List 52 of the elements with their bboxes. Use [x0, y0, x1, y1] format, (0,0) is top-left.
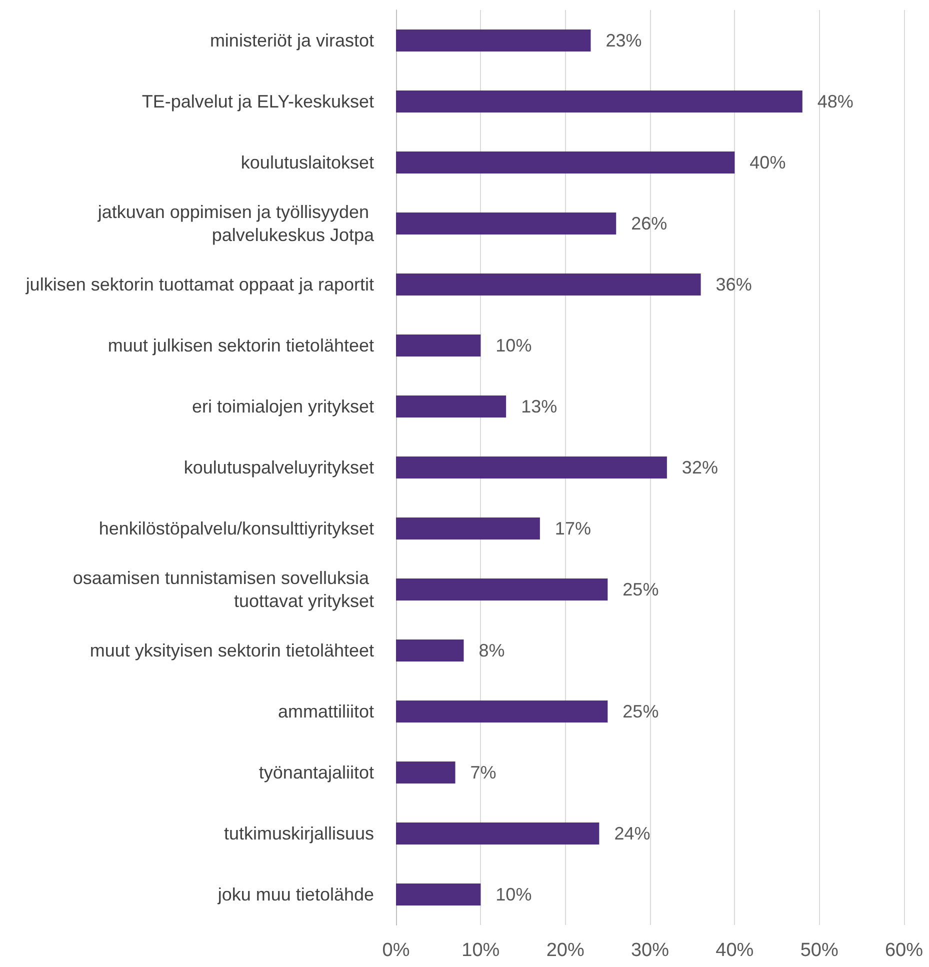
data-label: 36%	[716, 274, 752, 294]
data-label: 25%	[622, 580, 659, 600]
y-tick-label: TE-palvelut ja ELY-keskukset	[142, 92, 374, 112]
data-label: 13%	[521, 396, 558, 416]
x-tick-label: 60%	[884, 940, 924, 961]
data-label: 25%	[622, 702, 659, 722]
y-tick-label: henkilöstöpalvelu/konsulttiyritykset	[98, 518, 374, 538]
bar	[396, 212, 616, 234]
bar	[396, 456, 667, 478]
y-tick-label: koulutuspalveluyritykset	[184, 458, 374, 478]
bar	[396, 700, 608, 722]
x-tick-label: 30%	[630, 940, 670, 961]
data-label: 10%	[496, 336, 532, 356]
y-tick-label: julkisen sektorin tuottamat oppaat ja raportit	[24, 274, 374, 294]
y-tick-label: muut julkisen sektorin tietolähteet	[108, 336, 374, 356]
bar	[396, 822, 600, 844]
y-tick-label: joku muu tietolähde	[216, 884, 374, 904]
data-label: 23%	[606, 30, 642, 50]
y-tick-label: jatkuvan oppimisen ja työllisyyden palvelukeskus Jotpa	[96, 202, 375, 245]
x-tick-label: 10%	[462, 940, 500, 961]
y-tick-label: tutkimuskirjallisuus	[224, 824, 374, 844]
data-label: 26%	[631, 214, 668, 234]
bar	[396, 90, 802, 112]
bar	[396, 884, 481, 906]
data-label: 40%	[750, 152, 786, 172]
x-tick-label: 20%	[546, 940, 584, 961]
bar	[396, 762, 456, 784]
data-label: 10%	[496, 884, 532, 904]
x-tick-label: 50%	[800, 940, 838, 961]
data-label: 8%	[478, 640, 505, 660]
data-label: 17%	[554, 518, 591, 538]
y-tick-label: ministeriöt ja virastot	[210, 30, 374, 50]
data-label: 24%	[614, 824, 650, 844]
bar	[396, 334, 481, 356]
y-tick-label: muut yksityisen sektorin tietolähteet	[90, 640, 374, 660]
y-tick-label: koulutuslaitokset	[240, 152, 374, 172]
data-label: 48%	[817, 92, 854, 112]
bar	[396, 518, 540, 540]
data-label: 7%	[470, 762, 496, 782]
y-tick-label: osaamisen tunnistamisen sovelluksia tuottavat yritykset	[72, 568, 374, 611]
x-tick-label: 40%	[716, 940, 754, 961]
y-tick-label: ammattiliitot	[278, 702, 374, 722]
bar	[396, 274, 701, 296]
bar	[396, 396, 506, 418]
bar	[396, 30, 591, 52]
bar	[396, 152, 735, 174]
y-tick-label: työnantajaliitot	[258, 762, 374, 782]
y-tick-label: eri toimialojen yritykset	[192, 396, 374, 416]
x-tick-label: 0%	[382, 940, 410, 961]
data-label: 32%	[682, 458, 718, 478]
bar	[396, 578, 608, 600]
bar	[396, 640, 464, 662]
